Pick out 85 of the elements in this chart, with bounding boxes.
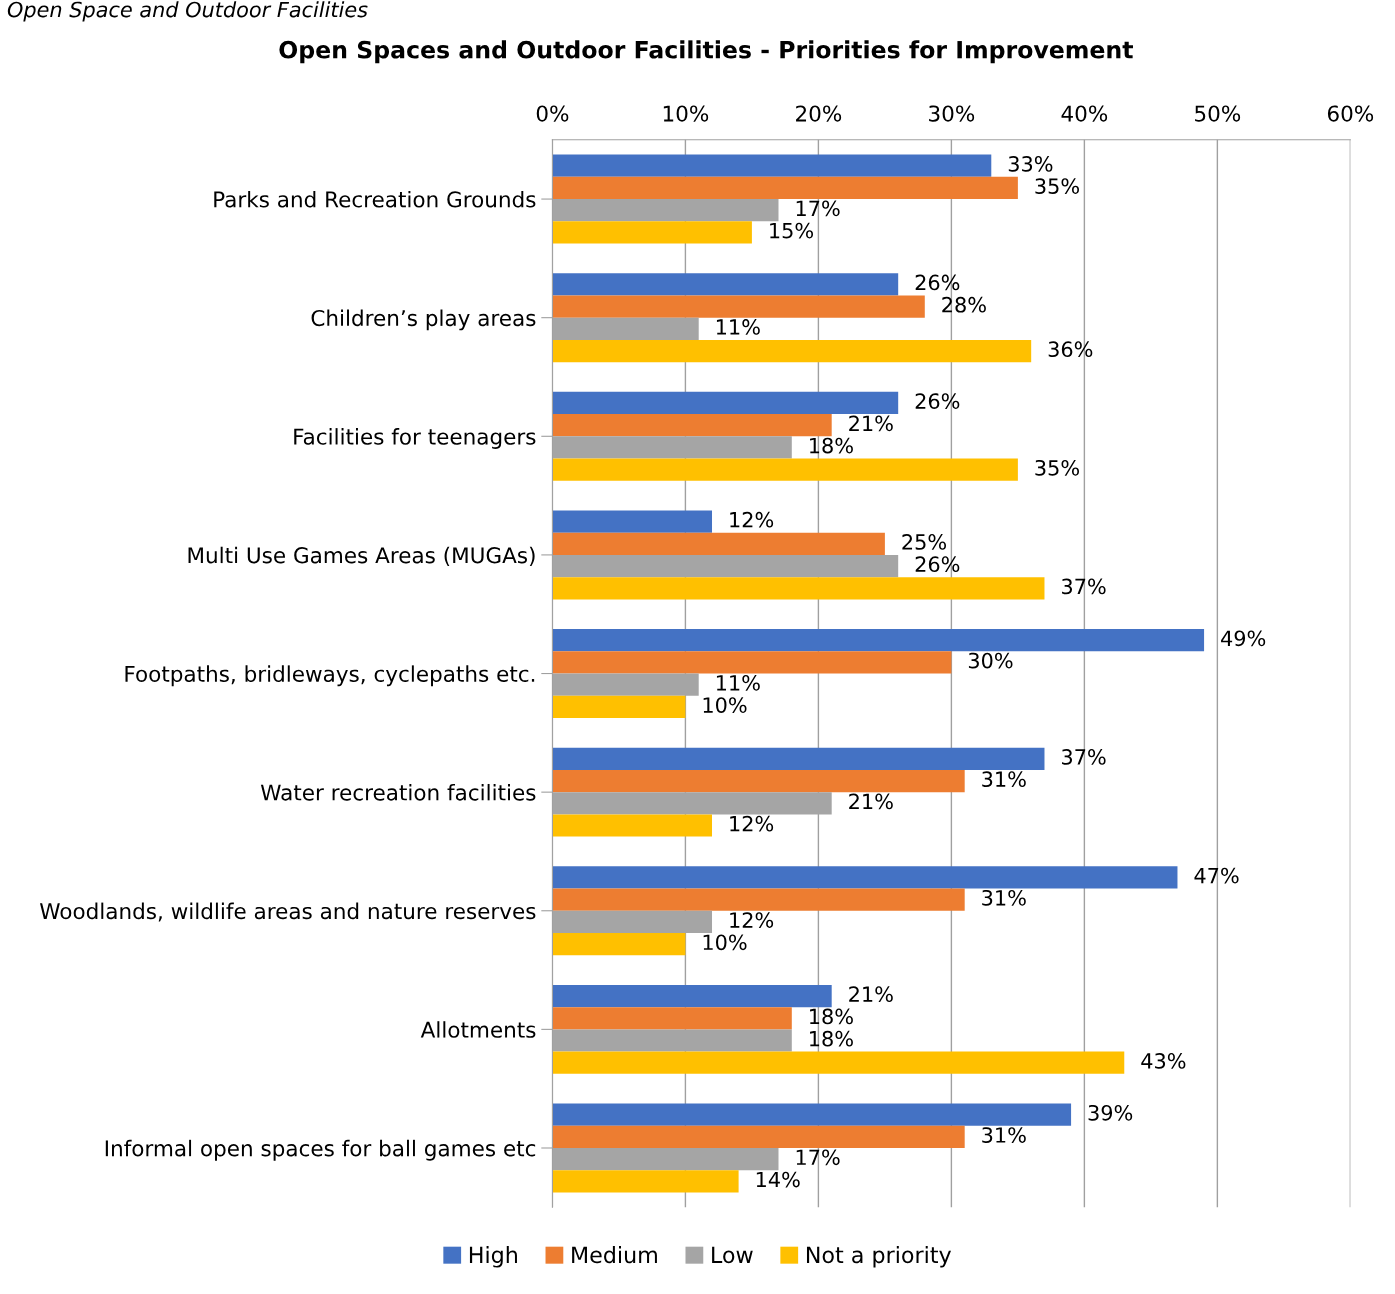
bar — [552, 532, 885, 555]
bar — [552, 769, 965, 793]
bar — [552, 984, 832, 1008]
data-label: 21% — [849, 793, 893, 810]
y-tick-label: Allotments — [420, 1021, 536, 1038]
data-label: 10% — [703, 697, 747, 713]
y-tick-label: Woodlands, wildlife areas and nature reserves — [39, 902, 536, 922]
bar — [552, 577, 1045, 600]
data-label: 12% — [730, 815, 774, 832]
data-label: 21% — [849, 415, 893, 432]
bar — [552, 1051, 1125, 1074]
bar — [552, 1007, 792, 1030]
data-label: 49% — [1221, 630, 1266, 647]
legend-label: Not a priority — [806, 1246, 952, 1268]
data-label: 21% — [849, 986, 893, 1003]
x-tick-label: 20% — [796, 105, 842, 122]
y-tick-label: Footpaths, bridleways, cyclepaths etc. — [125, 665, 535, 687]
x-tick-label: 60% — [1327, 105, 1374, 122]
bar — [552, 510, 713, 533]
bar — [552, 933, 686, 956]
x-tick-label: 0% — [536, 105, 569, 122]
chart-title: Open Spaces and Outdoor Facilities - Priorities for Improvement — [279, 40, 1133, 64]
data-label: 31% — [982, 1127, 1026, 1143]
data-label: 31% — [982, 771, 1026, 788]
y-tick-label: Facilities for teenagers — [294, 428, 536, 449]
bar — [552, 651, 952, 674]
bar — [552, 747, 1045, 770]
data-label: 12% — [730, 912, 774, 928]
data-label: 10% — [703, 934, 747, 951]
bar — [552, 458, 1018, 481]
data-label: 39% — [1088, 1104, 1133, 1121]
data-label: 33% — [1008, 155, 1053, 172]
bar — [552, 339, 1032, 363]
y-tick-label: Informal open spaces for ball games etc — [105, 1139, 536, 1161]
y-tick-label: Children’s play areas — [311, 309, 536, 331]
data-label: 11% — [716, 319, 760, 335]
data-label: 18% — [810, 1008, 853, 1025]
bar — [552, 695, 686, 719]
data-label: 12% — [730, 511, 774, 528]
data-label: 26% — [915, 274, 960, 291]
x-tick-label: 10% — [663, 105, 709, 122]
bar — [552, 814, 713, 837]
data-label: 11% — [716, 674, 760, 691]
bar — [552, 221, 752, 244]
data-label: 35% — [1035, 178, 1079, 194]
bar — [552, 629, 1205, 652]
x-tick-label: 40% — [1061, 105, 1108, 122]
data-label: 30% — [968, 652, 1013, 669]
data-label: 14% — [756, 1171, 800, 1188]
legend-label: High — [469, 1246, 517, 1268]
y-tick-label: Water recreation facilities — [260, 783, 536, 801]
y-tick-label: Parks and Recreation Grounds — [214, 190, 536, 208]
x-tick-label: 30% — [929, 105, 975, 122]
data-label: 17% — [796, 200, 840, 217]
data-label: 26% — [915, 393, 960, 409]
bar — [552, 154, 992, 177]
legend-label: Low — [712, 1246, 753, 1264]
data-label: 17% — [796, 1149, 840, 1166]
data-label: 25% — [902, 534, 947, 550]
bar — [552, 1103, 1072, 1126]
data-label: 43% — [1141, 1053, 1186, 1069]
data-label: 37% — [1062, 578, 1106, 595]
data-label: 37% — [1062, 749, 1106, 765]
data-label: 18% — [810, 1030, 853, 1047]
bar — [552, 273, 899, 296]
data-label: 35% — [1035, 459, 1079, 476]
bar — [552, 1170, 739, 1193]
bar — [552, 176, 1018, 200]
y-tick-label: Multi Use Games Areas (MUGAs) — [188, 546, 535, 566]
bar — [552, 391, 899, 415]
data-label: 18% — [810, 437, 853, 454]
data-label: 15% — [770, 222, 814, 239]
bar — [552, 866, 1178, 889]
bar — [552, 295, 925, 318]
data-label: 47% — [1194, 867, 1239, 884]
data-label: 28% — [942, 296, 986, 313]
text: Open Space and Outdoor Facilities — [7, 1, 368, 22]
data-label: 26% — [915, 556, 960, 573]
bar — [552, 414, 832, 437]
x-tick-label: 50% — [1195, 105, 1241, 122]
data-label: 36% — [1048, 341, 1093, 358]
data-label: 31% — [982, 889, 1026, 906]
bar — [552, 888, 965, 911]
legend-label: Medium — [572, 1246, 657, 1264]
bar — [552, 1125, 965, 1148]
